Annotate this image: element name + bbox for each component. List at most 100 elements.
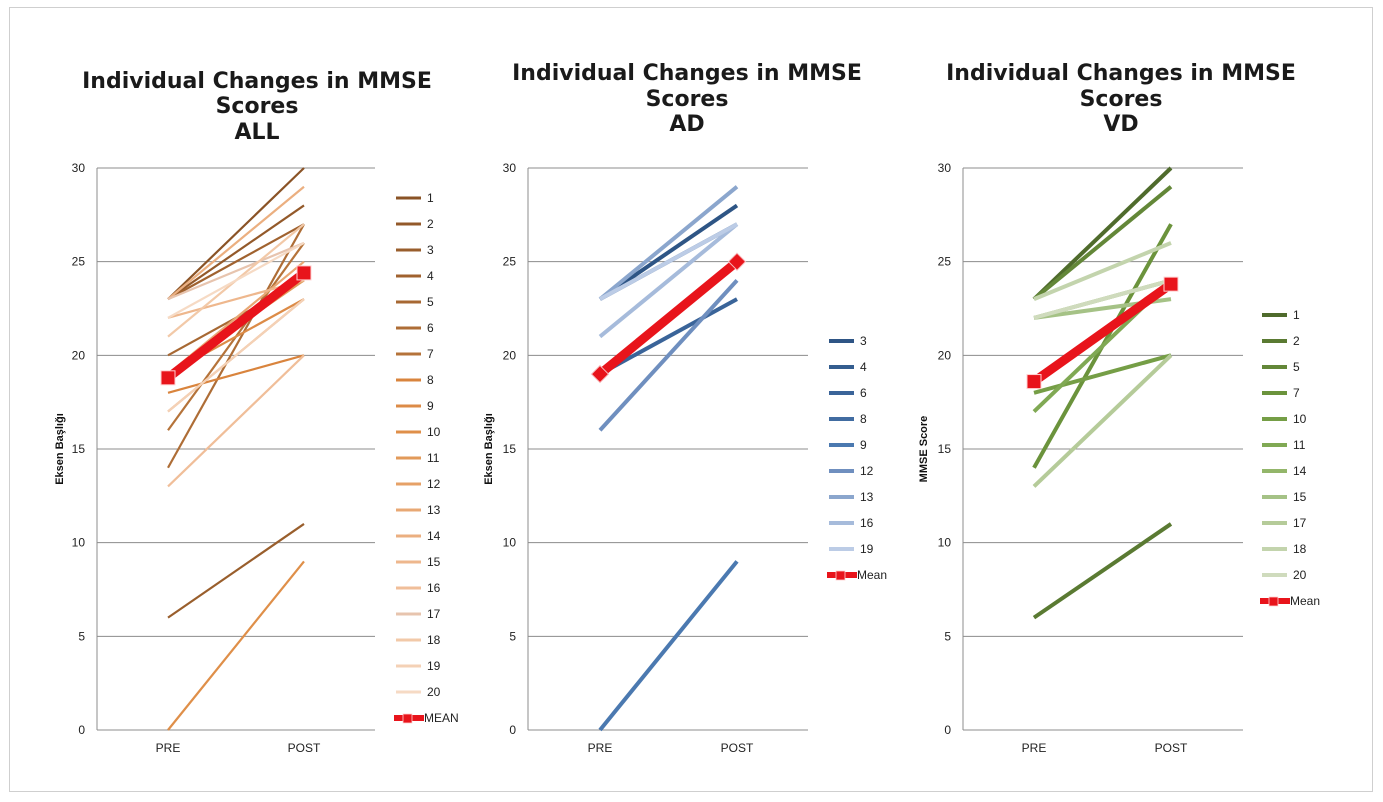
mean-series-line — [597, 258, 740, 378]
x-tick-label: POST — [288, 741, 321, 755]
legend-entry-label: 18 — [427, 633, 441, 647]
mean-series-line — [165, 269, 307, 382]
legend-entry-label: 14 — [427, 529, 441, 543]
y-tick-label: 25 — [938, 255, 952, 269]
y-tick-label: 15 — [938, 442, 952, 456]
y-tick-label: 20 — [72, 348, 86, 362]
y-tick-label: 10 — [503, 536, 517, 550]
legend-entry-label: 3 — [427, 243, 434, 257]
series-line-19 — [599, 222, 738, 301]
series-line-10 — [167, 560, 305, 731]
chart-title-line: ALL — [234, 120, 279, 145]
y-tick-label: 10 — [938, 536, 952, 550]
mean-point-marker — [296, 265, 312, 281]
series-line-10 — [1033, 353, 1172, 395]
chart-title-line: Individual Changes in MMSE — [82, 69, 432, 94]
legend-entry-label: 20 — [1293, 568, 1307, 582]
chart-title-line: Scores — [646, 87, 729, 112]
legend-entry-label: 12 — [427, 477, 441, 491]
y-tick-label: 5 — [78, 629, 85, 643]
legend-entry-label: 4 — [860, 360, 867, 374]
mean-point-marker — [1026, 374, 1042, 390]
y-tick-label: 30 — [503, 161, 517, 175]
series-line-16 — [598, 222, 739, 339]
legend-entry-label: 15 — [427, 555, 441, 569]
y-tick-label: 30 — [938, 161, 952, 175]
legend-entry-label: 10 — [427, 425, 441, 439]
series-line-1 — [1032, 166, 1173, 301]
y-tick-label: 10 — [72, 536, 86, 550]
series-line-18 — [1033, 241, 1172, 301]
series-line-16 — [167, 354, 305, 488]
legend-entry-label: Mean — [857, 568, 887, 582]
y-tick-label: 20 — [938, 348, 952, 362]
series-line-6 — [167, 223, 305, 469]
legend-entry-label: 11 — [1293, 438, 1306, 452]
series-line-13 — [598, 185, 739, 301]
y-axis-title: MMSE Score — [918, 416, 930, 483]
y-tick-label: 15 — [72, 442, 86, 456]
series-line-20 — [167, 241, 305, 319]
y-tick-label: 0 — [944, 723, 951, 737]
legend-entry-label: 6 — [860, 386, 867, 400]
chart-title-line: Scores — [1080, 87, 1163, 112]
x-tick-label: POST — [1155, 741, 1188, 755]
series-line-19 — [167, 298, 305, 413]
series-line-9 — [598, 560, 739, 732]
x-tick-label: PRE — [588, 741, 613, 755]
legend-marker-mean — [1268, 596, 1279, 607]
y-axis-title: Eksen Başlığı — [54, 413, 66, 485]
series-line-12 — [598, 279, 739, 432]
series-line-8 — [167, 354, 305, 394]
y-tick-label: 0 — [78, 723, 85, 737]
chart-title-line: Individual Changes in MMSE — [512, 61, 862, 86]
legend-entry-label: 12 — [860, 464, 874, 478]
legend-entry-label: 18 — [1293, 542, 1307, 556]
legend-entry-label: 9 — [860, 438, 867, 452]
legend-entry-label: Mean — [1290, 594, 1320, 608]
legend-entry-label: 17 — [427, 607, 441, 621]
legend-entry-label: 13 — [427, 503, 441, 517]
y-tick-label: 25 — [72, 255, 86, 269]
legend-entry-label: 8 — [860, 412, 867, 426]
series-line-5 — [1032, 185, 1173, 301]
series-line-1 — [167, 167, 305, 300]
legend-entry-label: 16 — [860, 516, 874, 530]
legend-entry-label: 19 — [860, 542, 874, 556]
y-tick-label: 0 — [509, 723, 516, 737]
legend-entry-label: 15 — [1293, 490, 1307, 504]
y-tick-label: 25 — [503, 255, 517, 269]
series-line-6 — [599, 297, 738, 376]
x-tick-label: PRE — [156, 741, 181, 755]
figure-frame — [9, 7, 1373, 792]
chart-title-line: Scores — [216, 94, 299, 119]
legend-entry-label: 1 — [1293, 308, 1300, 322]
series-line-20 — [1033, 278, 1172, 320]
x-tick-label: PRE — [1022, 741, 1047, 755]
legend-entry-label: 13 — [860, 490, 874, 504]
series-line-3 — [598, 203, 739, 301]
series-line-3 — [167, 523, 305, 619]
y-tick-label: 5 — [944, 629, 951, 643]
legend-entry-label: MEAN — [424, 711, 459, 725]
legend-entry-label: 20 — [427, 685, 441, 699]
mean-series-line — [1031, 280, 1174, 386]
chart-title-line: Individual Changes in MMSE — [946, 61, 1296, 86]
y-tick-label: 15 — [503, 442, 517, 456]
chart-title-line: AD — [669, 112, 704, 137]
chart-vd: Individual Changes in MMSEScoresVD051015… — [918, 61, 1320, 755]
legend-entry-label: 8 — [427, 373, 434, 387]
y-tick-label: 30 — [72, 161, 86, 175]
legend-entry-label: 2 — [1293, 334, 1300, 348]
legend-entry-label: 11 — [427, 451, 440, 465]
legend-entry-label: 6 — [427, 321, 434, 335]
mean-point-marker — [1163, 276, 1179, 292]
y-tick-label: 20 — [503, 348, 517, 362]
legend-entry-label: 7 — [1293, 386, 1300, 400]
legend-entry-label: 14 — [1293, 464, 1307, 478]
legend-marker-mean — [402, 713, 413, 724]
legend-marker-mean — [835, 570, 846, 581]
mean-point-marker — [590, 364, 610, 384]
